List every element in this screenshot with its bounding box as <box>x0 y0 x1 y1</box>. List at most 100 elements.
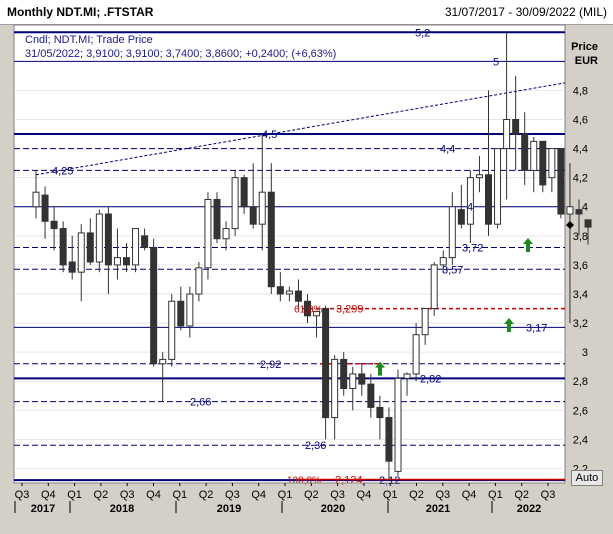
trend-lines <box>35 82 566 176</box>
up-arrow-icon <box>375 361 385 376</box>
candle-body[interactable] <box>421 308 429 336</box>
level-label: 3,72 <box>462 242 483 254</box>
last-price-marker <box>566 221 574 229</box>
fib-value-label: 3,299 <box>336 304 364 316</box>
candle-body[interactable] <box>367 383 375 408</box>
candle-body[interactable] <box>41 194 49 222</box>
candle-body[interactable] <box>86 232 94 263</box>
quarter-tick-label: Q3 <box>541 489 556 501</box>
year-label: 2022 <box>517 503 541 515</box>
candle-body[interactable] <box>141 235 149 248</box>
candle-body[interactable] <box>150 246 158 365</box>
candle-body[interactable] <box>457 209 465 225</box>
annotations: 5,2 5 4,5 4,4 4,25 4 3,72 3,57 3,17 2,92 2,82 2,66 2… <box>52 27 547 487</box>
candle-body[interactable] <box>385 417 393 462</box>
candle-body[interactable] <box>494 148 502 225</box>
trend-line <box>35 82 566 176</box>
level-label: 2,36 <box>305 440 326 452</box>
candle-body[interactable] <box>322 308 330 419</box>
candle-body[interactable] <box>566 206 574 215</box>
candle-body[interactable] <box>95 213 103 263</box>
candle-body[interactable] <box>376 406 384 419</box>
level-label: 2,82 <box>420 373 441 385</box>
level-label: 4 <box>467 202 473 214</box>
candle-body[interactable] <box>50 220 58 230</box>
candle-body[interactable] <box>249 206 257 225</box>
fib-pct-label: 61,8% <box>294 305 322 316</box>
candle-body[interactable] <box>213 198 221 240</box>
candle-body[interactable] <box>168 300 176 360</box>
candle-body[interactable] <box>123 257 130 266</box>
candle-body[interactable] <box>186 293 194 327</box>
candle-body[interactable] <box>448 206 456 259</box>
up-arrow-icon <box>523 238 533 253</box>
candle-body[interactable] <box>439 257 447 266</box>
candle-body[interactable] <box>331 358 339 419</box>
y-axis-label: Price <box>571 41 598 53</box>
auto-button[interactable]: Auto <box>571 470 603 486</box>
candle-body[interactable] <box>68 261 76 273</box>
candle-body[interactable] <box>358 373 366 385</box>
candle-body[interactable] <box>584 219 592 228</box>
candle-body[interactable] <box>340 358 348 389</box>
candle-body[interactable] <box>394 377 402 472</box>
candle-body[interactable] <box>430 264 438 310</box>
level-label: 4,5 <box>262 129 277 141</box>
candle-body[interactable] <box>104 213 112 266</box>
y-tick-label: 4,6 <box>573 115 588 127</box>
candle-body[interactable] <box>240 177 248 208</box>
candle-body[interactable] <box>276 286 284 295</box>
x-axis: Q3 Q4 Q1 Q2 Q3 Q4 Q1 Q2 Q3 Q4 Q1 Q2 Q3 Q4 Q1 Q2 Q3 Q4 Q1 Q2… <box>14 482 565 515</box>
up-arrow-icon <box>504 317 514 332</box>
y-tick-label: 4,2 <box>573 173 588 185</box>
candle-body[interactable] <box>313 310 321 317</box>
candle-body[interactable] <box>267 191 275 288</box>
candle-body[interactable] <box>132 228 140 266</box>
y-axis: 2,22,42,62,833,23,43,63,844,24,44,64,8 <box>573 85 588 475</box>
candle-body[interactable] <box>530 140 538 171</box>
candle-body[interactable] <box>503 119 511 150</box>
candle-body[interactable] <box>159 358 167 365</box>
candle-body[interactable] <box>177 300 185 327</box>
candle-body[interactable] <box>512 119 520 135</box>
candle-body[interactable] <box>349 373 357 389</box>
candle-body[interactable] <box>485 174 492 225</box>
candle-body[interactable] <box>231 177 239 230</box>
candle-body[interactable] <box>32 191 40 208</box>
quarter-tick-label: Q1 <box>67 489 82 501</box>
quarter-tick-label: Q4 <box>41 489 56 501</box>
candle-body[interactable] <box>195 267 203 295</box>
candle-body[interactable] <box>557 148 565 215</box>
y-tick-label: 2,6 <box>573 405 588 417</box>
candle-body[interactable] <box>222 228 230 240</box>
y-tick-label: 4,8 <box>573 85 588 97</box>
quarter-tick-label: Q1 <box>278 489 293 501</box>
candle-body[interactable] <box>304 300 311 317</box>
quarter-tick-label: Q2 <box>514 489 529 501</box>
candle-body[interactable] <box>77 232 85 273</box>
quarter-tick-label: Q2 <box>304 489 319 501</box>
y-tick-label: 2,8 <box>573 376 588 388</box>
title-bar: Monthly NDT.MI; .FTSTAR 31/07/2017 - 30/… <box>0 0 613 25</box>
level-label: 2,66 <box>190 397 211 409</box>
candle-body[interactable] <box>521 133 529 171</box>
candle-body[interactable] <box>258 191 266 225</box>
arrows <box>375 238 533 376</box>
quarter-tick-label: Q2 <box>199 489 214 501</box>
candle-body[interactable] <box>204 198 212 269</box>
candle-body[interactable] <box>575 209 583 215</box>
quarter-tick-label: Q1 <box>488 489 503 501</box>
candle-body[interactable] <box>113 257 121 266</box>
candle-body[interactable] <box>475 174 483 179</box>
candle-body[interactable] <box>466 177 474 225</box>
candle-body[interactable] <box>294 290 302 302</box>
candle-body[interactable] <box>403 373 411 379</box>
y-tick-label: 3,6 <box>573 260 588 272</box>
candle-body[interactable] <box>285 290 293 295</box>
candle-body[interactable] <box>412 334 420 375</box>
candle-body[interactable] <box>539 140 547 186</box>
candle-body[interactable] <box>548 148 556 179</box>
candle-body[interactable] <box>59 228 67 266</box>
quarter-tick-label: Q3 <box>225 489 240 501</box>
